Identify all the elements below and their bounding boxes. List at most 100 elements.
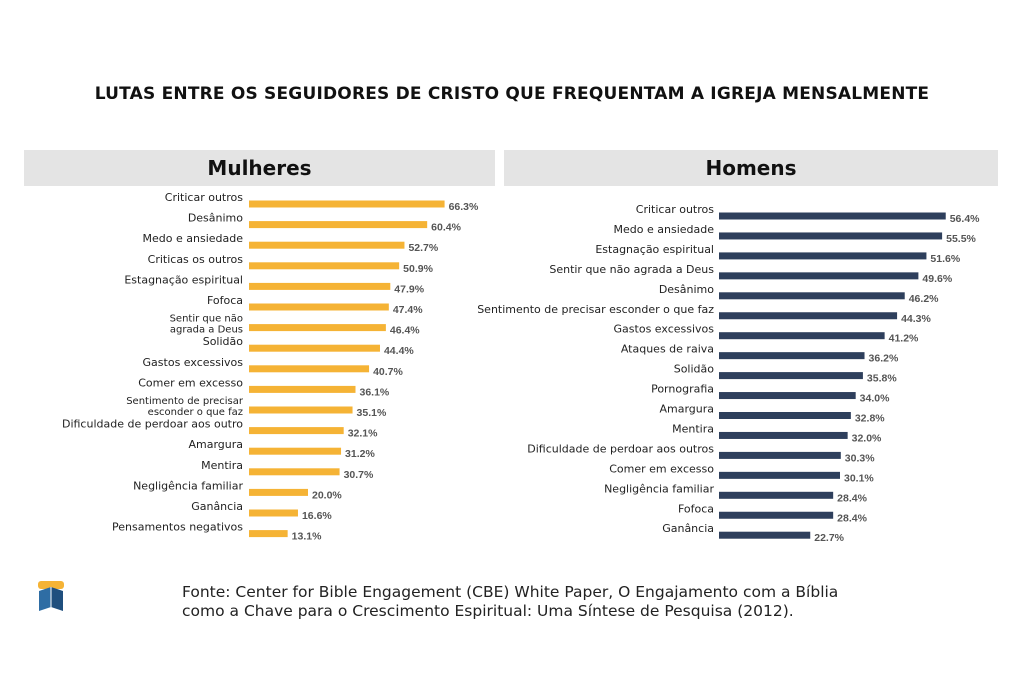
men-category-label: Sentir que não agrada a Deus bbox=[549, 263, 714, 276]
men-category-label: Amargura bbox=[659, 403, 714, 416]
women-category-label: Criticar outros bbox=[165, 191, 243, 204]
women-bar bbox=[249, 241, 405, 249]
women-bar bbox=[249, 509, 298, 517]
men-bar bbox=[719, 272, 919, 280]
men-value-label: 44.3% bbox=[901, 313, 931, 325]
men-bar bbox=[719, 292, 905, 300]
women-bar bbox=[249, 365, 370, 373]
women-category-label: Gastos excessivos bbox=[143, 356, 244, 369]
men-value-label: 32.0% bbox=[852, 432, 882, 444]
source-line-1: Fonte: Center for Bible Engagement (CBE)… bbox=[182, 583, 839, 601]
men-category-label: Negligência familiar bbox=[604, 482, 714, 495]
men-value-label: 28.4% bbox=[837, 492, 867, 504]
women-value-label: 31.2% bbox=[345, 448, 375, 460]
men-value-label: 55.5% bbox=[946, 233, 976, 245]
women-bar bbox=[249, 303, 389, 311]
women-value-label: 47.9% bbox=[394, 283, 424, 295]
book-logo-icon bbox=[38, 581, 64, 611]
men-bar bbox=[719, 511, 834, 519]
men-value-label: 46.2% bbox=[909, 293, 939, 305]
women-bar bbox=[249, 200, 445, 208]
men-value-label: 22.7% bbox=[814, 532, 844, 544]
women-category-label: Solidão bbox=[203, 335, 244, 348]
women-value-label: 60.4% bbox=[431, 222, 461, 234]
men-category-label: Ganância bbox=[662, 522, 714, 535]
men-value-label: 28.4% bbox=[837, 512, 867, 524]
men-category-label: Solidão bbox=[674, 363, 715, 376]
men-value-label: 30.1% bbox=[844, 472, 874, 484]
men-bar bbox=[719, 431, 848, 439]
men-bar bbox=[719, 372, 863, 380]
women-value-label: 36.1% bbox=[359, 386, 389, 398]
men-value-label: 49.6% bbox=[922, 273, 952, 285]
men-category-label: Dificuldade de perdoar aos outros bbox=[527, 442, 714, 455]
women-category-label: Medo e ansiedade bbox=[143, 232, 244, 245]
panel-header-men: Homens bbox=[504, 150, 998, 186]
women-value-label: 50.9% bbox=[403, 263, 433, 275]
women-bar bbox=[249, 530, 288, 538]
women-category-label: Desânimo bbox=[188, 212, 243, 225]
women-bar bbox=[249, 488, 308, 496]
men-bar-chart: 56.4% Criticar outros 55.5% Medo e ansiedad… bbox=[477, 203, 980, 544]
women-category-label: Amargura bbox=[188, 438, 243, 451]
men-category-label: Pornografia bbox=[651, 383, 714, 396]
women-value-label: 66.3% bbox=[449, 201, 479, 213]
women-bar-chart: 66.3% Criticar outros 60.4% Desânimo 52.7% Me… bbox=[62, 191, 479, 543]
men-value-label: 32.8% bbox=[855, 413, 885, 425]
men-category-label: Gastos excessivos bbox=[614, 323, 715, 336]
women-category-label: Fofoca bbox=[207, 294, 243, 307]
women-category-label: Comer em excesso bbox=[138, 376, 243, 389]
chart-title: LUTAS ENTRE OS SEGUIDORES DE CRISTO QUE … bbox=[94, 84, 930, 104]
men-value-label: 36.2% bbox=[869, 353, 899, 365]
women-category-label: Ganância bbox=[191, 500, 243, 513]
panel-header-women: Mulheres bbox=[24, 150, 495, 186]
men-category-label: Ataques de raiva bbox=[621, 343, 714, 356]
women-bar bbox=[249, 344, 380, 352]
women-category-label: Sentimento de precisar esconder o que faz bbox=[126, 396, 244, 418]
women-bar bbox=[249, 468, 340, 476]
women-category-label: Dificuldade de perdoar aos outro bbox=[62, 418, 243, 431]
men-category-label: Mentira bbox=[672, 422, 714, 435]
men-bar bbox=[719, 332, 885, 340]
men-category-label: Sentimento de precisar esconder o que fa… bbox=[477, 303, 714, 316]
women-value-label: 35.1% bbox=[357, 407, 387, 419]
men-category-label: Criticar outros bbox=[636, 203, 714, 216]
men-bar bbox=[719, 352, 865, 360]
women-value-label: 20.0% bbox=[312, 489, 342, 501]
men-bar bbox=[719, 212, 946, 220]
men-bar bbox=[719, 491, 834, 499]
women-bar bbox=[249, 324, 386, 332]
men-value-label: 34.0% bbox=[860, 393, 890, 405]
women-value-label: 32.1% bbox=[348, 428, 378, 440]
men-bar bbox=[719, 392, 856, 400]
women-category-label: Criticas os outros bbox=[148, 253, 244, 266]
men-category-label: Comer em excesso bbox=[609, 462, 714, 475]
women-value-label: 40.7% bbox=[373, 366, 403, 378]
women-bar bbox=[249, 282, 391, 290]
source-line-2: como a Chave para o Crescimento Espiritu… bbox=[182, 602, 794, 620]
men-value-label: 51.6% bbox=[930, 253, 960, 265]
women-category-label: Pensamentos negativos bbox=[112, 521, 243, 534]
women-bar bbox=[249, 427, 344, 435]
men-bar bbox=[719, 451, 841, 459]
men-category-label: Fofoca bbox=[678, 502, 714, 515]
men-bar bbox=[719, 252, 927, 260]
men-category-label: Desânimo bbox=[659, 283, 714, 296]
men-category-label: Medo e ansiedade bbox=[614, 223, 715, 236]
men-category-label: Estagnação espiritual bbox=[595, 243, 714, 256]
men-bar bbox=[719, 232, 943, 240]
men-value-label: 41.2% bbox=[889, 333, 919, 345]
men-value-label: 56.4% bbox=[950, 213, 980, 225]
men-bar bbox=[719, 531, 811, 539]
men-bar bbox=[719, 312, 898, 320]
women-value-label: 16.6% bbox=[302, 510, 332, 522]
women-value-label: 44.4% bbox=[384, 345, 414, 357]
women-bar bbox=[249, 262, 400, 270]
men-bar bbox=[719, 471, 841, 479]
women-category-label: Negligência familiar bbox=[133, 479, 243, 492]
women-bar bbox=[249, 221, 428, 229]
men-value-label: 30.3% bbox=[845, 452, 875, 464]
men-value-label: 35.8% bbox=[867, 373, 897, 385]
women-category-label: Mentira bbox=[201, 459, 243, 472]
